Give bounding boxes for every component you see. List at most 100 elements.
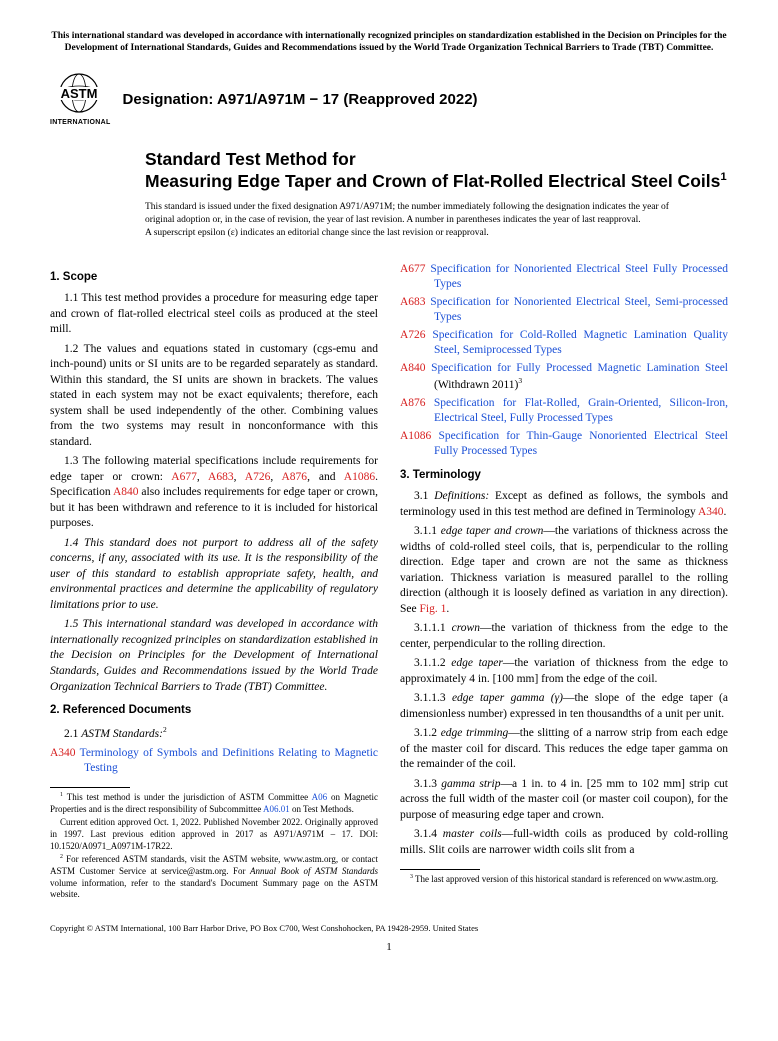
para-2-1-italic: ASTM Standards: [81,727,163,739]
def-3-1-2-num: 3.1.2 [414,727,441,739]
svg-text:ASTM: ASTM [61,86,98,101]
def-3-1-1-term: edge taper and crown [441,525,544,537]
astm-logo: ASTM INTERNATIONAL [50,73,111,126]
logo-international-text: INTERNATIONAL [50,119,111,126]
issue-note-line1: This standard is issued under the fixed … [145,201,678,227]
ref-code-a840[interactable]: A840 [400,362,426,374]
ref-link-a683[interactable]: A683 [208,471,234,483]
para-2-1-num: 2.1 [64,727,81,739]
ref-title-a1086[interactable]: Specification for Thin-Gauge Nonoriented… [434,430,728,458]
def-3-1-1-3-term: edge taper gamma (γ) [452,692,563,704]
fn1-link-a0601[interactable]: A06.01 [263,804,290,814]
ref-title-a840[interactable]: Specification for Fully Processed Magnet… [431,362,728,374]
para-1-5: 1.5 This international standard was deve… [50,617,378,695]
title-superscript: 1 [720,172,726,184]
ref-entry-a876: A876 Specification for Flat-Rolled, Grai… [400,396,728,427]
para-3-1: 3.1 Definitions: Except as defined as fo… [400,489,728,520]
section-1-heading: 1. Scope [50,270,378,286]
para-1-3: 1.3 The following material specification… [50,454,378,532]
def-3-1-1-2-term: edge taper [451,657,503,669]
def-3-1-1-2: 3.1.1.2 edge taper—the variation of thic… [400,656,728,687]
footnote-1-p2: Current edition approved Oct. 1, 2022. P… [50,817,378,852]
footnote-3: 3 The last approved version of this hist… [400,874,728,886]
ref-entry-a677: A677 Specification for Nonoriented Elect… [400,262,728,293]
def-3-1-1-body: —the variations of thickness across the … [400,525,728,615]
def-3-1-3-num: 3.1.3 [414,778,441,790]
para-2-1-sup: 2 [163,725,167,734]
fig-1-link[interactable]: Fig. 1 [419,603,446,615]
title-main-text: Measuring Edge Taper and Crown of Flat-R… [145,171,720,191]
ref-entry-a1086: A1086 Specification for Thin-Gauge Nonor… [400,429,728,460]
def-3-1-3-term: gamma strip [441,778,500,790]
ref-link-a840[interactable]: A840 [113,486,139,498]
def-3-1-4: 3.1.4 master coils—full-width coils as p… [400,827,728,858]
page-number: 1 [50,941,728,953]
ref-link-a726[interactable]: A726 [245,471,271,483]
ref-title-a340[interactable]: Terminology of Symbols and Definitions R… [80,747,378,775]
def-3-1-1-end: . [446,603,449,615]
fn3-text: The last approved version of this histor… [413,874,718,884]
ref-title-a726[interactable]: Specification for Cold-Rolled Magnetic L… [432,329,728,357]
def-3-1-1-1-term: crown [452,622,480,634]
title-main: Measuring Edge Taper and Crown of Flat-R… [145,170,728,193]
p3-1-num: 3.1 [414,490,434,502]
fn2-italic: Annual Book of ASTM Standards [250,866,378,876]
def-3-1-4-num: 3.1.4 [414,828,443,840]
section-2-heading: 2. Referenced Documents [50,703,378,719]
document-page: This international standard was develope… [0,0,778,973]
ref-entry-a840: A840 Specification for Fully Processed M… [400,361,728,394]
ref-link-a340-inline[interactable]: A340 [698,506,724,518]
ref-link-a1086[interactable]: A1086 [344,471,375,483]
ref-entry-a683: A683 Specification for Nonoriented Elect… [400,295,728,326]
fn1-link-a06[interactable]: A06 [312,792,328,802]
top-notice: This international standard was develope… [50,30,728,55]
def-3-1-1-1: 3.1.1.1 crown—the variation of thickness… [400,621,728,652]
footnote-1-p1: 1 This test method is under the jurisdic… [50,792,378,815]
def-3-1-3: 3.1.3 gamma strip—a 1 in. to 4 in. [25 m… [400,777,728,824]
ref-link-a677[interactable]: A677 [171,471,197,483]
ref-title-a876[interactable]: Specification for Flat-Rolled, Grain-Ori… [434,397,728,425]
p3-1-end: . [724,506,727,518]
def-3-1-1-2-num: 3.1.1.2 [414,657,451,669]
para-2-1: 2.1 ASTM Standards:2 [50,725,378,742]
para-1-1: 1.1 This test method provides a procedur… [50,291,378,338]
def-3-1-1-3-num: 3.1.1.3 [414,692,452,704]
def-3-1-2-term: edge trimming [441,727,509,739]
ref-entry-a726: A726 Specification for Cold-Rolled Magne… [400,328,728,359]
def-3-1-4-term: master coils [443,828,502,840]
def-3-1-1-num: 3.1.1 [414,525,441,537]
ref-title-a677[interactable]: Specification for Nonoriented Electrical… [430,263,728,291]
ref-code-a726[interactable]: A726 [400,329,426,341]
designation: Designation: A971/A971M − 17 (Reapproved… [123,91,478,108]
title-prefix: Standard Test Method for [145,148,728,171]
header-row: ASTM INTERNATIONAL Designation: A971/A97… [50,73,728,126]
two-column-body: 1. Scope 1.1 This test method provides a… [50,262,728,903]
ref-code-a677[interactable]: A677 [400,263,426,275]
ref-code-a876[interactable]: A876 [400,397,426,409]
ref-link-a876[interactable]: A876 [282,471,308,483]
copyright-notice: Copyright © ASTM International, 100 Barr… [50,923,728,933]
ref-code-a340[interactable]: A340 [50,747,76,759]
footnote-divider-right [400,869,480,870]
para-1-2: 1.2 The values and equations stated in c… [50,342,378,451]
issue-note: This standard is issued under the fixed … [145,201,678,239]
ref-withdrawn-sup: 3 [518,376,522,385]
def-3-1-2: 3.1.2 edge trimming—the slitting of a na… [400,726,728,773]
footnote-divider-left [50,787,130,788]
ref-title-a683[interactable]: Specification for Nonoriented Electrical… [430,296,728,324]
ref-code-a683[interactable]: A683 [400,296,426,308]
fn1-text-c: on Test Methods. [290,804,354,814]
p3-1-italic: Definitions: [434,490,489,502]
fn1-text-a: This test method is under the jurisdicti… [63,792,312,802]
issue-note-line2: A superscript epsilon (ε) indicates an e… [145,227,678,240]
para-1-4: 1.4 This standard does not purport to ad… [50,536,378,614]
ref-entry-a340: A340 Terminology of Symbols and Definiti… [50,746,378,777]
ref-code-a1086[interactable]: A1086 [400,430,431,442]
title-block: Standard Test Method for Measuring Edge … [145,148,728,194]
section-3-heading: 3. Terminology [400,468,728,484]
def-3-1-1: 3.1.1 edge taper and crown—the variation… [400,524,728,617]
footnote-2: 2 For referenced ASTM standards, visit t… [50,854,378,901]
astm-logo-icon: ASTM [50,73,108,117]
right-column: A677 Specification for Nonoriented Elect… [400,262,728,903]
ref-withdrawn-a840: (Withdrawn 2011) [434,379,518,391]
